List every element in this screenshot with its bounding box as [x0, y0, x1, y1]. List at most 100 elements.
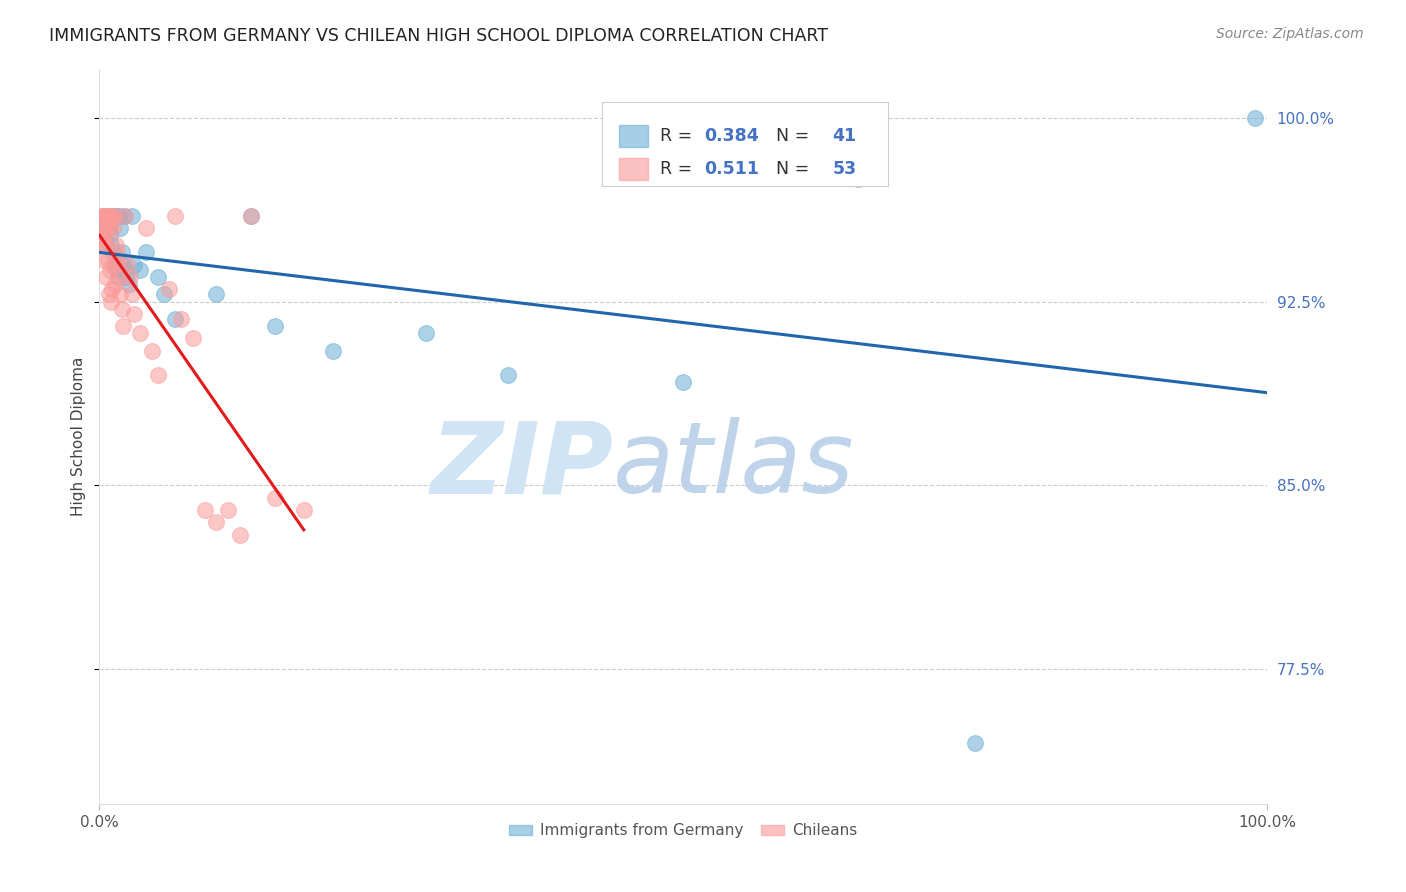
Point — [181, 331, 204, 345]
Point — [228, 527, 250, 541]
Point — [90, 213, 112, 227]
Point — [107, 258, 129, 272]
Point — [110, 287, 132, 301]
Point — [121, 209, 143, 223]
Point — [105, 245, 128, 260]
Point — [97, 213, 120, 227]
Legend: Immigrants from Germany, Chileans: Immigrants from Germany, Chileans — [503, 817, 863, 845]
Point — [112, 209, 135, 223]
Point — [104, 209, 127, 223]
Point — [104, 258, 127, 272]
Point — [94, 238, 117, 252]
Point — [672, 376, 695, 390]
Text: R =: R = — [659, 128, 697, 145]
Point — [159, 282, 181, 296]
Text: R =: R = — [659, 160, 697, 178]
Point — [97, 209, 120, 223]
Point — [135, 245, 157, 260]
Point — [117, 277, 139, 292]
Point — [146, 368, 169, 383]
Point — [90, 226, 112, 240]
Point — [415, 326, 437, 341]
Point — [97, 221, 120, 235]
Text: atlas: atlas — [613, 417, 855, 515]
Point — [104, 238, 127, 252]
Point — [108, 209, 131, 223]
Point — [90, 209, 112, 223]
Point — [117, 258, 139, 272]
Point — [90, 221, 112, 235]
Point — [152, 287, 174, 301]
Point — [496, 368, 519, 383]
Point — [292, 503, 315, 517]
Point — [165, 311, 187, 326]
Point — [121, 287, 143, 301]
Point — [90, 213, 112, 227]
Point — [103, 258, 125, 272]
Point — [97, 221, 120, 235]
Point — [97, 287, 120, 301]
Text: IMMIGRANTS FROM GERMANY VS CHILEAN HIGH SCHOOL DIPLOMA CORRELATION CHART: IMMIGRANTS FROM GERMANY VS CHILEAN HIGH … — [49, 27, 828, 45]
Point — [170, 311, 193, 326]
Point — [103, 221, 125, 235]
Bar — [619, 158, 648, 179]
Point — [322, 343, 344, 358]
Point — [103, 245, 125, 260]
Point — [90, 238, 112, 252]
Point — [205, 515, 228, 529]
Point — [91, 209, 114, 223]
Point — [108, 270, 131, 285]
FancyBboxPatch shape — [602, 102, 887, 186]
Point — [98, 209, 121, 223]
Point — [101, 282, 124, 296]
Point — [124, 307, 146, 321]
Point — [263, 491, 285, 505]
Point — [848, 172, 870, 186]
Point — [217, 503, 239, 517]
Point — [240, 209, 263, 223]
Point — [118, 270, 141, 285]
Point — [98, 262, 121, 277]
Point — [104, 277, 127, 292]
Text: 53: 53 — [832, 160, 856, 178]
Point — [105, 262, 128, 277]
Point — [97, 252, 120, 267]
Point — [110, 245, 132, 260]
Point — [100, 213, 122, 227]
Text: ZIP: ZIP — [430, 417, 613, 515]
Point — [114, 262, 136, 277]
Text: 0.384: 0.384 — [704, 128, 759, 145]
Text: Source: ZipAtlas.com: Source: ZipAtlas.com — [1216, 27, 1364, 41]
Text: N =: N = — [765, 128, 814, 145]
Point — [98, 228, 121, 243]
Point — [141, 343, 163, 358]
Point — [129, 326, 152, 341]
Point — [263, 319, 285, 334]
Point — [100, 238, 122, 252]
Point — [124, 258, 146, 272]
Point — [94, 219, 117, 233]
Point — [101, 209, 124, 223]
Point — [91, 221, 114, 235]
Point — [114, 209, 136, 223]
Point — [96, 221, 118, 235]
Point — [240, 209, 263, 223]
Point — [146, 270, 169, 285]
Text: N =: N = — [765, 160, 814, 178]
Text: 41: 41 — [832, 128, 856, 145]
Point — [110, 301, 132, 316]
Point — [111, 319, 134, 334]
Point — [93, 209, 115, 223]
Point — [111, 258, 134, 272]
Point — [96, 270, 118, 285]
Point — [193, 503, 215, 517]
Point — [93, 252, 115, 267]
Point — [94, 209, 117, 223]
Bar — [619, 125, 648, 147]
Point — [110, 221, 132, 235]
Point — [104, 209, 127, 223]
Point — [205, 287, 228, 301]
Point — [101, 209, 124, 223]
Point — [96, 238, 118, 252]
Point — [91, 233, 114, 247]
